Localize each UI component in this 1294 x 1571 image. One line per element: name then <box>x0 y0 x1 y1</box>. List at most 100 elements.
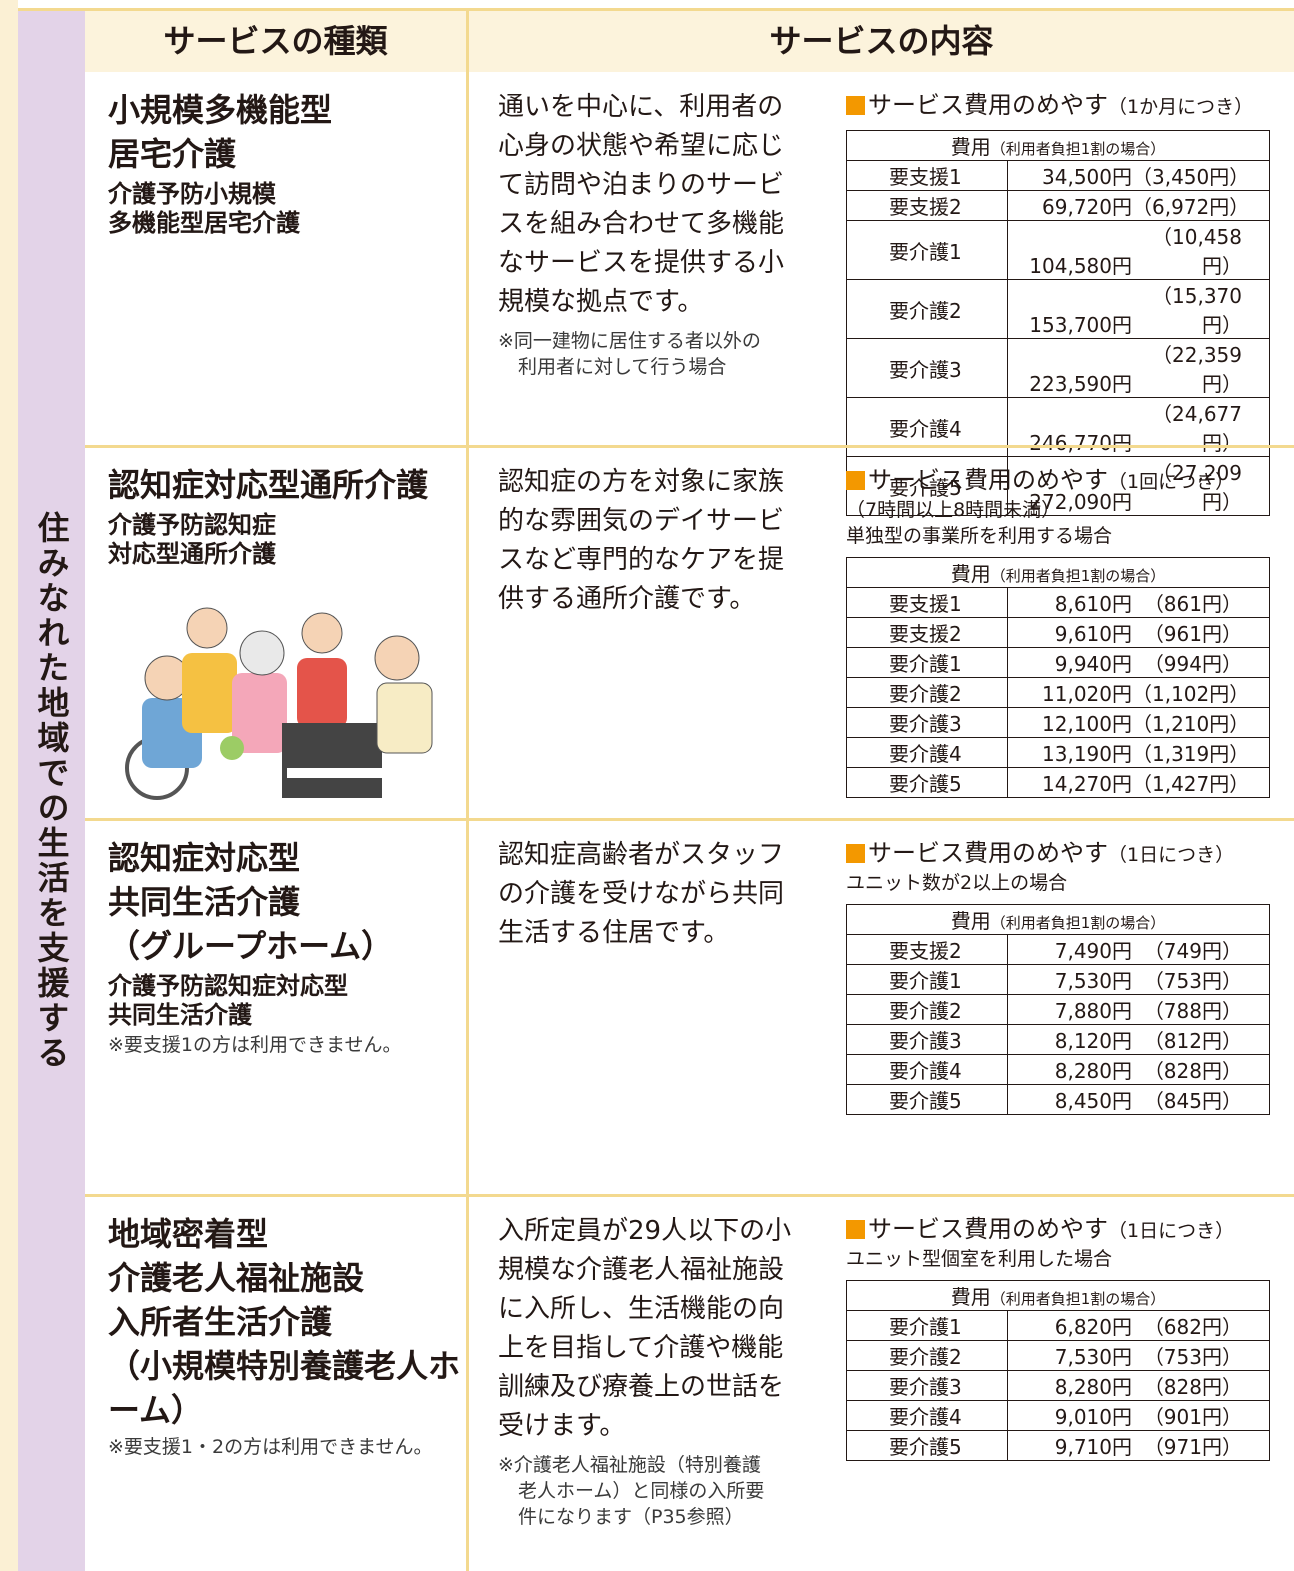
description-line: なサービスを提供する小 <box>498 248 785 278</box>
service-note: ※要支援1の方は利用できません。 <box>108 1034 402 1056</box>
sub-name-block: 介護予防認知症対応型 共同生活介護 <box>108 972 463 1030</box>
service-name: （グループホーム） <box>108 927 394 965</box>
cost-amount: 12,100円 <box>1042 712 1132 736</box>
header-row: サービスの種類 サービスの内容 <box>85 11 1294 72</box>
cost-block: サービス費用のめやす（1日につき） ユニット型個室を利用した場合 費用（利用者負担1… <box>846 1214 1270 1461</box>
cost-cell: 8,450円 （845円） <box>1007 1084 1270 1115</box>
cost-cell: 12,100円（1,210円） <box>1007 707 1270 738</box>
cost-heading-row: サービス費用のめやす（1日につき） <box>846 1214 1270 1246</box>
care-level: 要介護5 <box>846 456 1008 516</box>
copay-amount: （788円） <box>1143 999 1242 1023</box>
table-header-row: 費用（利用者負担1割の場合） <box>846 1280 1270 1311</box>
table-row: 要支援2 7,490円 （749円） <box>846 934 1270 965</box>
cost-amount: 8,610円 <box>1054 592 1132 616</box>
table-row: 要介護5 14,270円（1,427円） <box>846 767 1270 798</box>
description-line: 通いを中心に、利用者の <box>498 92 784 122</box>
table-header-note: （利用者負担1割の場合） <box>990 1290 1166 1308</box>
copay-amount: （828円） <box>1143 1059 1242 1083</box>
description-line: 受けます。 <box>498 1411 626 1441</box>
sub-name: 対応型通所介護 <box>108 540 276 568</box>
table-row: 要介護5 9,710円 （971円） <box>846 1430 1270 1461</box>
illustration <box>112 598 442 803</box>
cost-cell: 13,190円（1,319円） <box>1007 737 1270 768</box>
cost-amount: 8,280円 <box>1054 1375 1132 1399</box>
cost-amount: 272,090円 <box>1029 490 1132 514</box>
cost-cell: 69,720円（6,972円） <box>1007 190 1270 221</box>
description-line: 入所定員が29人以下の小 <box>498 1216 792 1246</box>
cost-condition: ユニット数が2以上の場合 <box>846 872 1068 894</box>
description-block: 認知症高齢者がスタッフ の介護を受けながら共同 生活する住居です。 <box>498 836 784 953</box>
care-level: 要支援2 <box>846 617 1008 648</box>
copay-amount: （3,450円） <box>1132 165 1250 189</box>
description-line: て訪問や泊まりのサービ <box>498 170 785 200</box>
cost-amount: 11,020円 <box>1042 682 1132 706</box>
cost-condition: （7時間以上8時間未満） <box>846 499 1061 521</box>
table-row: 要介護4 9,010円 （901円） <box>846 1400 1270 1431</box>
care-level: 要介護2 <box>846 1340 1008 1371</box>
square-marker <box>846 471 865 490</box>
service-name-block: 認知症対応型 共同生活介護 （グループホーム） 介護予防認知症対応型 共同生活介護 ※要支… <box>108 836 463 1058</box>
care-level: 要介護3 <box>846 1024 1008 1055</box>
square-marker <box>846 1220 865 1239</box>
cost-unit: （1回につき） <box>1108 471 1235 493</box>
copay-amount: （901円） <box>1143 1405 1242 1429</box>
cost-cell: 11,020円（1,102円） <box>1007 677 1270 708</box>
description-line: 供する通所介護です。 <box>498 584 756 614</box>
cost-amount: 9,010円 <box>1054 1405 1132 1429</box>
cost-table: 費用（利用者負担1割の場合） 要支援2 7,490円 （749円） 要介護1 7,530円… <box>846 904 1270 1115</box>
table-header-note: （利用者負担1割の場合） <box>990 914 1166 932</box>
table-row: 要介護1 7,530円 （753円） <box>846 964 1270 995</box>
service-name: （小規模特別養護老人ホーム） <box>108 1347 461 1429</box>
sub-name: 多機能型居宅介護 <box>108 209 300 237</box>
table-header-row: 費用（利用者負担1割の場合） <box>846 557 1270 588</box>
cost-amount: 9,610円 <box>1054 622 1132 646</box>
cost-amount: 34,500円 <box>1042 165 1132 189</box>
description-note: ※介護老人福祉施設（特別養護 老人ホーム）と同様の入所要 件になります（P35参照） <box>498 1452 791 1530</box>
description-line: 規模な拠点です。 <box>498 287 704 317</box>
cost-block: サービス費用のめやす（1回につき） （7時間以上8時間未満） 単独型の事業所を利用す… <box>846 465 1270 798</box>
cost-amount: 14,270円 <box>1042 772 1132 796</box>
square-marker <box>846 96 865 115</box>
table-row: 要介護2 7,530円 （753円） <box>846 1340 1270 1371</box>
copay-amount: （24,677円） <box>1152 402 1242 455</box>
copay-amount: （961円） <box>1143 622 1242 646</box>
description-note-line: 利用者に対して行う場合 <box>518 356 727 378</box>
cost-cell: 7,530円 （753円） <box>1007 964 1270 995</box>
copay-amount: （994円） <box>1143 652 1242 676</box>
care-level: 要介護5 <box>846 1084 1008 1115</box>
care-level: 要介護1 <box>846 647 1008 678</box>
table-header-row: 費用（利用者負担1割の場合） <box>846 904 1270 935</box>
cost-table: 費用（利用者負担1割の場合） 要介護1 6,820円 （682円） 要介護2 7,530円… <box>846 1280 1270 1461</box>
table-row: 要支援1 8,610円 （861円） <box>846 587 1270 618</box>
cost-unit: （1日につき） <box>1108 1220 1235 1242</box>
cost-heading: サービス費用のめやす <box>868 466 1108 494</box>
row-separator <box>85 1194 1294 1197</box>
service-name: 認知症対応型通所介護 <box>108 466 429 504</box>
table-row: 要介護3 8,280円 （828円） <box>846 1370 1270 1401</box>
top-rule <box>18 8 1294 11</box>
copay-amount: （861円） <box>1143 592 1242 616</box>
table-header-note: （利用者負担1割の場合） <box>990 140 1166 158</box>
service-name-block: 小規模多機能型 居宅介護 介護予防小規模 多機能型居宅介護 <box>108 88 463 238</box>
care-level: 要介護2 <box>846 994 1008 1025</box>
care-level: 要介護2 <box>846 677 1008 708</box>
table-row: 要介護5 8,450円 （845円） <box>846 1084 1270 1115</box>
table-row: 要介護3 223,590円 （22,359円） <box>846 338 1270 398</box>
table-header: 費用（利用者負担1割の場合） <box>846 1280 1270 1311</box>
description-block: 通いを中心に、利用者の 心身の状態や希望に応じ て訪問や泊まりのサービ スを組み合わせ… <box>498 88 784 380</box>
cost-cell: 8,280円 （828円） <box>1007 1370 1270 1401</box>
service-name: 共同生活介護 <box>108 883 301 921</box>
table-header-label: 費用 <box>950 135 991 159</box>
cost-cell: 104,580円 （10,458円） <box>1007 220 1270 280</box>
description-line: の介護を受けながら共同 <box>498 879 785 909</box>
copay-amount: （6,972円） <box>1132 195 1250 219</box>
service-name: 地域密着型 <box>108 1215 269 1253</box>
column-divider <box>466 11 469 1571</box>
cost-amount: 246,770円 <box>1029 431 1132 455</box>
service-name: 入所者生活介護 <box>108 1303 333 1341</box>
copay-amount: （753円） <box>1143 1345 1242 1369</box>
table-row: 要支援1 34,500円（3,450円） <box>846 160 1270 191</box>
care-level: 要介護5 <box>846 1430 1008 1461</box>
service-name: 居宅介護 <box>108 135 237 173</box>
header-cell: サービスの内容 <box>769 22 994 60</box>
